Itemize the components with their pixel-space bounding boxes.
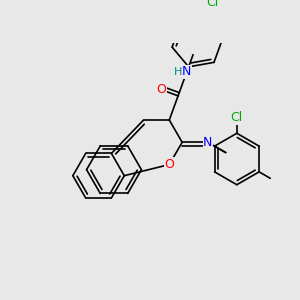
Text: N: N bbox=[182, 65, 192, 78]
Text: O: O bbox=[164, 158, 174, 171]
Text: Cl: Cl bbox=[231, 111, 243, 124]
Text: O: O bbox=[156, 83, 166, 96]
Text: N: N bbox=[203, 136, 213, 149]
Text: Cl: Cl bbox=[206, 0, 218, 9]
Text: H: H bbox=[174, 67, 183, 77]
